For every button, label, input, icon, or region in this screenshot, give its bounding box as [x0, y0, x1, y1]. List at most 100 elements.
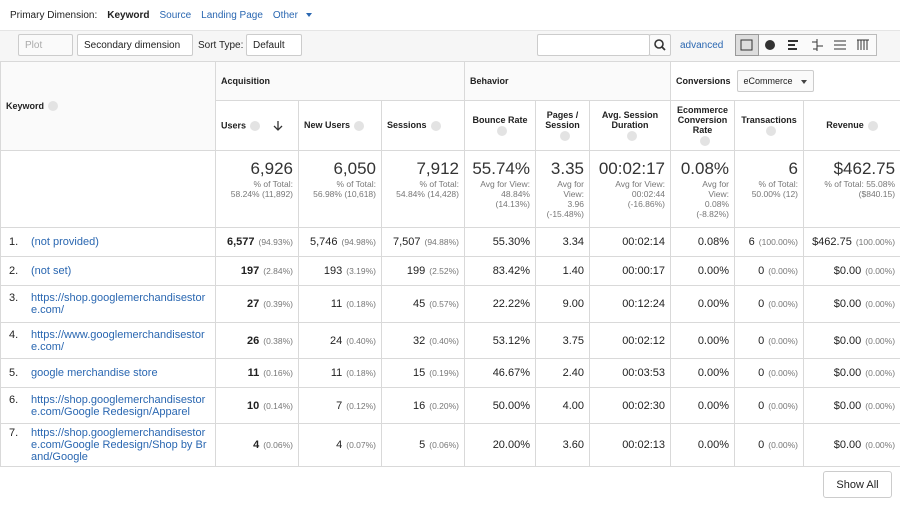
- sort-arrow[interactable]: [272, 120, 284, 132]
- keyword-link[interactable]: https://shop.googlemerchandisestore.com/: [31, 292, 206, 316]
- metric-cell: 0.00%: [670, 358, 736, 388]
- metric-cell: 0 (0.00%): [734, 322, 805, 359]
- column-header[interactable]: Pages / Session: [535, 100, 590, 151]
- group-label: Acquisition: [221, 76, 270, 86]
- column-header[interactable]: Bounce Rate: [464, 100, 536, 151]
- totals-label-cell: [0, 150, 216, 228]
- metric-cell: 45 (0.57%): [381, 285, 465, 323]
- column-header[interactable]: Sessions: [381, 100, 465, 151]
- metric-cell: 5,746 (94.98%): [298, 227, 382, 257]
- metric-percent: (0.07%): [346, 440, 376, 450]
- column-label: Transactions: [741, 115, 797, 126]
- totals-row: 6,926% of Total: 58.24% (11,892) 6,050% of…: [0, 150, 900, 228]
- metric-value: 11: [247, 367, 260, 379]
- metric-value: 0.00%: [697, 439, 730, 451]
- row-index: 7.: [9, 427, 19, 439]
- metric-value: 199: [406, 265, 426, 277]
- metric-cell: $462.75 (100.00%): [803, 227, 900, 257]
- metric-value: 0.08%: [697, 236, 730, 248]
- metric-value: 55.30%: [492, 236, 530, 248]
- column-header[interactable]: Revenue: [803, 100, 900, 151]
- dimension-option[interactable]: Landing Page: [201, 10, 263, 21]
- help-icon: [354, 120, 365, 131]
- total-value: 00:02:17: [598, 159, 666, 178]
- total-cell: 00:02:17 Avg for View: 00:02:44 (-16.86%): [588, 150, 672, 228]
- metric-value: 32: [412, 334, 426, 347]
- total-cell: 6,926% of Total: 58.24% (11,892): [215, 150, 299, 228]
- dimension-option[interactable]: Keyword: [107, 10, 150, 21]
- dimension-option[interactable]: Source: [159, 10, 192, 21]
- view-performance[interactable]: [788, 40, 798, 50]
- metric-cell: 199 (2.52%): [381, 256, 465, 286]
- total-note: 56.98% (10,618): [313, 189, 376, 199]
- column-header[interactable]: Ecommerce Conversion Rate: [670, 100, 736, 151]
- metric-cell: 0 (0.00%): [734, 387, 805, 424]
- metric-value: 20.00%: [492, 439, 530, 451]
- caret: [305, 13, 312, 18]
- metric-value: 10: [246, 399, 260, 412]
- view-term-cloud[interactable]: [834, 40, 846, 50]
- view-pie[interactable]: [765, 40, 775, 50]
- sort-type-label: Sort Type:: [198, 40, 244, 51]
- metric-cell: 11 (0.16%): [215, 358, 299, 388]
- keyword-link[interactable]: (not set): [31, 265, 72, 277]
- dimension-option[interactable]: Other: [273, 10, 312, 21]
- metric-percent: (0.18%): [346, 368, 376, 378]
- search-button[interactable]: [649, 34, 671, 56]
- metric-percent: (0.00%): [768, 266, 799, 276]
- metric-cell: 7 (0.12%): [298, 387, 382, 424]
- keyword-cell: 6. https://shop.googlemerchandisestore.co…: [0, 387, 216, 424]
- data-table: Keyword Acquisition Behavior Conversions eCo…: [0, 61, 900, 467]
- icon: [740, 39, 753, 51]
- metric-percent: (94.93%): [258, 237, 294, 247]
- metric-value: 26: [246, 334, 260, 347]
- view-table[interactable]: [735, 34, 759, 56]
- column-header-row: Users New Users Sessions Bounce Rate Pages /…: [1, 100, 900, 151]
- metric-value: 22.22%: [492, 298, 530, 310]
- metric-value: 7,507: [392, 236, 421, 248]
- metric-percent: (0.18%): [346, 299, 376, 309]
- help-icon: [48, 101, 59, 112]
- metric-value: 00:03:53: [622, 367, 666, 379]
- show-all-button[interactable]: Show All: [823, 471, 892, 498]
- advanced-link[interactable]: advanced: [680, 40, 724, 51]
- secondary-dimension-button[interactable]: Secondary dimension: [77, 34, 193, 70]
- search-input[interactable]: [537, 34, 650, 56]
- group-header: Conversions eCommerce: [670, 61, 900, 101]
- metric-cell: 20.00%: [464, 423, 536, 467]
- metric-value: 6,577: [226, 236, 255, 248]
- metric-value: 4.00: [562, 399, 584, 412]
- metric-cell: 00:02:12: [588, 322, 672, 359]
- keyword-link[interactable]: (not provided): [31, 236, 99, 248]
- conversion-selector[interactable]: eCommerce: [736, 70, 814, 92]
- column-header[interactable]: Avg. Session Duration: [588, 100, 672, 151]
- column-header[interactable]: Users: [215, 100, 299, 151]
- total-note: 0.08%: [704, 199, 730, 209]
- metric-value: 45: [412, 298, 426, 310]
- toolbar: Plot Rows Secondary dimension Sort Type:…: [0, 30, 900, 73]
- help-icon: [766, 125, 777, 136]
- column-header[interactable]: New Users: [298, 100, 382, 151]
- metric-cell: 00:00:17: [588, 256, 672, 286]
- view-pivot[interactable]: [857, 39, 869, 50]
- plot-rows-button[interactable]: Plot Rows: [18, 34, 73, 73]
- view-comparison[interactable]: [812, 39, 823, 51]
- metric-percent: (0.40%): [429, 335, 459, 346]
- metric-value: 16: [412, 399, 426, 412]
- metric-percent: (0.39%): [263, 299, 293, 309]
- metric-value: 197: [240, 265, 260, 277]
- metric-value: 11: [330, 367, 343, 379]
- sort-type-select[interactable]: Default: [246, 34, 302, 70]
- total-cell: 3.35 Avg for View: 3.96 (-15.48%): [535, 150, 590, 228]
- metric-value: 9.00: [562, 298, 584, 310]
- total-note: 54.84% (14,428): [396, 189, 459, 199]
- metric-value: 3.75: [562, 334, 584, 347]
- metric-value: $0.00: [833, 399, 862, 412]
- column-header[interactable]: Transactions: [734, 100, 805, 151]
- keyword-link[interactable]: google merchandise store: [31, 367, 158, 379]
- keyword-link[interactable]: https://shop.googlemerchandisestore.com/…: [31, 427, 207, 463]
- data-row: 5. google merchandise store 11 (0.16%) 11 (0.…: [0, 358, 900, 388]
- keyword-link[interactable]: https://shop.googlemerchandisestore.com/…: [31, 393, 206, 418]
- keyword-link[interactable]: https://www.googlemerchandisestore.com/: [31, 328, 205, 353]
- row-index: 1.: [9, 236, 19, 248]
